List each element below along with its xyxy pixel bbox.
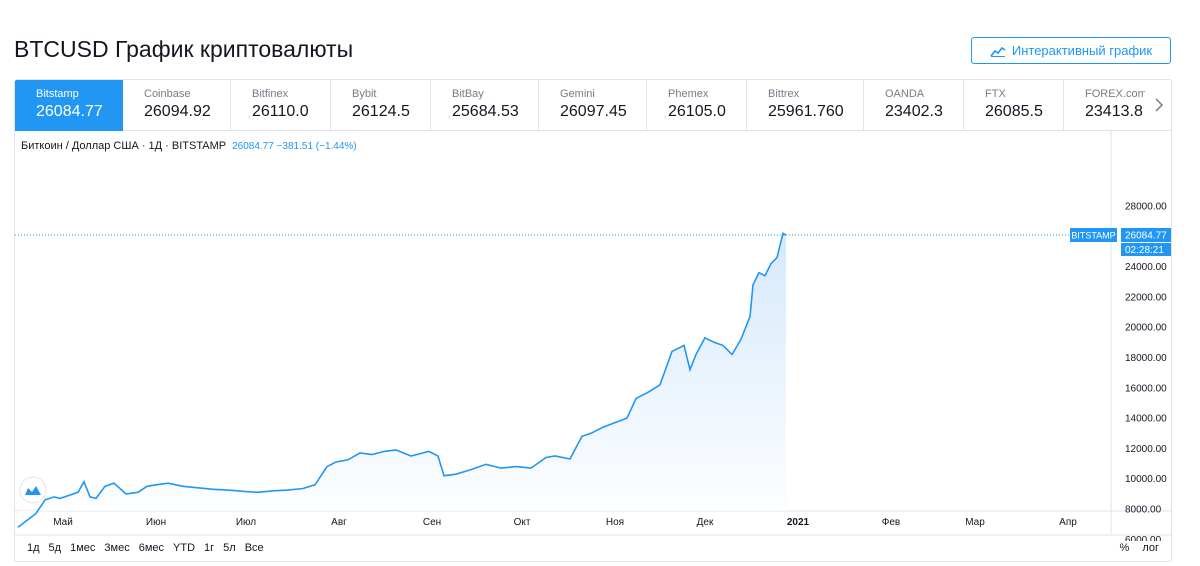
timeframe-all[interactable]: Все [244,542,264,554]
timeframe-1d[interactable]: 1д [27,542,40,554]
tab-exchange-bittrex[interactable]: Bittrex 25961.760 [747,80,864,131]
exchange-price: 25684.53 [452,103,519,120]
tab-exchange-bybit[interactable]: Bybit 26124.5 [331,80,431,131]
exchange-price: 23413.8 [1085,103,1143,120]
exchange-price: 26110.0 [252,103,309,120]
percent-scale-toggle[interactable]: % [1119,542,1130,554]
exchange-name: Bittrex [768,88,800,100]
timeframe-6m[interactable]: 6мес [138,542,165,554]
chart-icon [990,46,1006,57]
tab-exchange-ftx[interactable]: FTX 26085.5 [964,80,1064,131]
countdown-label: 02:28:21 [1125,245,1164,256]
exchange-name: FTX [985,88,1006,100]
timeframe-ytd[interactable]: YTD [173,542,196,554]
y-tick-label: 8000.00 [1125,505,1162,516]
x-tick-label: 2021 [787,517,810,528]
y-tick-label: 10000.00 [1125,474,1167,485]
y-tick-label: 20000.00 [1125,323,1167,334]
price-label-value: 26084.77 [1125,231,1167,242]
exchange-price: 23402.3 [885,103,943,120]
tab-exchange-bitbay[interactable]: BitBay 25684.53 [431,80,539,131]
symbol-label: Биткоин / Доллар США · 1Д · BITSTAMP [21,140,227,152]
chevron-right-icon [1154,98,1163,112]
tab-exchange-forexcom[interactable]: FOREX.com 23413.8 [1064,80,1147,131]
symbol-info: Биткоин / Доллар США · 1Д · BITSTAMP 2608… [21,140,357,152]
timeframe-selector: 1д 5д 1мес 3мес 6мес YTD 1г 5л Все [27,542,264,554]
symbol-price-change: 26084.77 −381.51 (−1.44%) [232,141,357,152]
y-tick-label: 12000.00 [1125,444,1167,455]
y-tick-label: 24000.00 [1125,262,1167,273]
exchange-price: 26097.45 [560,103,627,120]
price-line [17,232,787,528]
tab-exchange-oanda[interactable]: OANDA 23402.3 [864,80,964,131]
tab-exchange-bitfinex[interactable]: Bitfinex 26110.0 [231,80,331,131]
exchange-name: BitBay [452,88,484,100]
exchange-tabs: Bitstamp 26084.77 Coinbase 26094.92 Bitf… [15,80,1171,131]
price-label-symbol: BITSTAMP [1071,231,1115,241]
timeframe-5d[interactable]: 5д [48,542,62,554]
tab-exchange-phemex[interactable]: Phemex 26105.0 [647,80,747,131]
exchange-name: OANDA [885,88,925,100]
scale-options: % лог [1120,542,1159,554]
y-tick-label: 14000.00 [1125,414,1167,425]
exchange-name: Coinbase [144,88,191,100]
exchange-name: Bitstamp [36,88,79,100]
exchange-price: 26124.5 [352,103,410,120]
y-tick-label: 28000.00 [1125,202,1167,213]
exchange-name: FOREX.com [1085,88,1147,100]
x-tick-label: Июл [236,517,256,528]
y-tick-label: 16000.00 [1125,383,1167,394]
tab-exchange-bitstamp[interactable]: Bitstamp 26084.77 [15,80,123,131]
tabs-scroll-right-button[interactable] [1145,80,1171,131]
timeframe-3m[interactable]: 3мес [104,542,130,554]
log-scale-toggle[interactable]: лог [1142,542,1159,554]
x-tick-label: Авг [331,517,347,528]
exchange-name: Bybit [352,88,377,100]
x-tick-label: Окт [514,517,531,528]
timeframe-1y[interactable]: 1г [204,542,215,554]
cloud-icon [25,486,41,495]
tradingview-logo[interactable] [19,476,47,504]
price-chart[interactable]: 28000.0026000.0024000.0022000.0020000.00… [15,131,1171,541]
x-tick-label: Май [53,517,73,528]
chart-widget: Bitstamp 26084.77 Coinbase 26094.92 Bitf… [14,79,1172,562]
x-tick-label: Апр [1059,517,1077,528]
timeframe-5y[interactable]: 5л [223,542,236,554]
price-label-value-box [1121,228,1171,243]
exchange-name: Gemini [560,88,595,100]
exchange-price: 26085.5 [985,103,1043,120]
page-title: BTCUSD График криптовалюты [14,36,354,62]
exchange-price: 26094.92 [144,103,211,120]
price-label-symbol-box [1070,228,1117,243]
exchange-price: 26084.77 [36,103,103,120]
x-tick-label: Мар [965,517,985,528]
x-tick-label: Дек [697,517,714,528]
countdown-box [1121,243,1171,257]
price-area [18,233,786,528]
exchange-price: 26105.0 [668,103,726,120]
x-tick-label: Сен [423,517,441,528]
x-tick-label: Ноя [606,517,624,528]
x-tick-label: Июн [146,517,166,528]
exchange-name: Bitfinex [252,88,289,100]
y-tick-label: 6000.00 [1125,535,1162,541]
x-tick-label: Фев [882,517,900,528]
exchange-price: 25961.760 [768,103,844,120]
interactive-chart-button[interactable]: Интерактивный график [971,37,1171,64]
tab-exchange-gemini[interactable]: Gemini 26097.45 [539,80,647,131]
y-tick-label: 22000.00 [1125,292,1167,303]
tab-exchange-coinbase[interactable]: Coinbase 26094.92 [123,80,231,131]
exchange-name: Phemex [668,88,709,100]
y-tick-label: 18000.00 [1125,353,1167,364]
timeframe-1m[interactable]: 1мес [70,542,96,554]
interactive-chart-label: Интерактивный график [1011,43,1153,58]
